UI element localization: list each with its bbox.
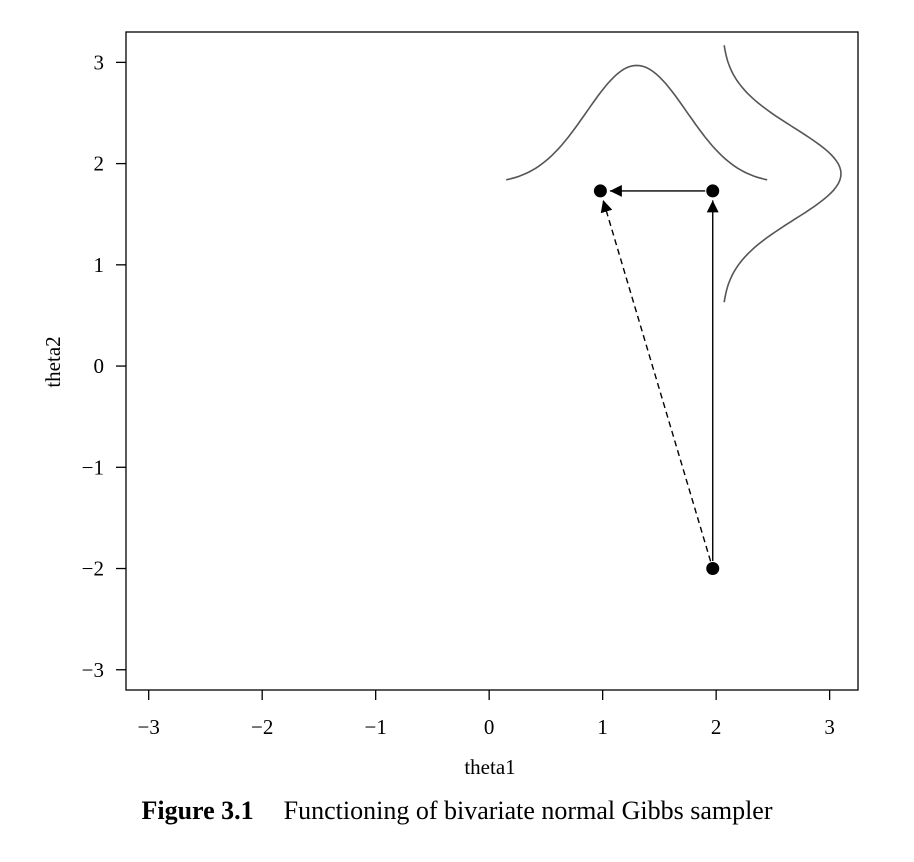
- x-axis-title: theta1: [464, 755, 515, 779]
- caption-text: Functioning of bivariate normal Gibbs sa…: [283, 796, 773, 825]
- y-axis: −3 −2 −1 0 1 2 3: [82, 50, 126, 682]
- x-axis: −3 −2 −1 0 1 2 3: [138, 690, 835, 739]
- y-tick-label: 1: [94, 253, 105, 277]
- y-tick-label: 3: [94, 50, 105, 74]
- y-tick-label: −2: [82, 557, 104, 581]
- x-tick-label: −1: [365, 715, 387, 739]
- x-tick-label: 0: [484, 715, 495, 739]
- dashed-arrow: [600, 199, 712, 562]
- sample-point: [706, 562, 720, 576]
- gibbs-sampler-chart: −3 −2 −1 0 1 2 3 −3 −2 −1 0 1 2 3 theta1 theta2: [41, 31, 859, 779]
- x-tick-label: 1: [597, 715, 608, 739]
- density-curves: [506, 45, 842, 303]
- gibbs-moves: [600, 184, 719, 562]
- x-tick-label: −2: [251, 715, 273, 739]
- figure-number: Figure 3.1: [141, 796, 254, 825]
- sample-points: [593, 184, 720, 576]
- sample-point: [593, 184, 607, 198]
- x-tick-label: 3: [824, 715, 835, 739]
- sample-point: [706, 184, 720, 198]
- density-curve-theta2: [723, 45, 842, 303]
- density-curve-theta1: [506, 64, 768, 181]
- y-tick-label: 0: [94, 354, 105, 378]
- y-tick-label: −3: [82, 658, 104, 682]
- x-tick-label: 2: [711, 715, 722, 739]
- figure-caption: Figure 3.1 Functioning of bivariate norma…: [0, 796, 914, 826]
- plot-frame: [125, 31, 859, 691]
- y-tick-label: −1: [82, 455, 104, 479]
- y-axis-title: theta2: [41, 336, 65, 387]
- x-tick-label: −3: [138, 715, 160, 739]
- y-tick-label: 2: [94, 152, 105, 176]
